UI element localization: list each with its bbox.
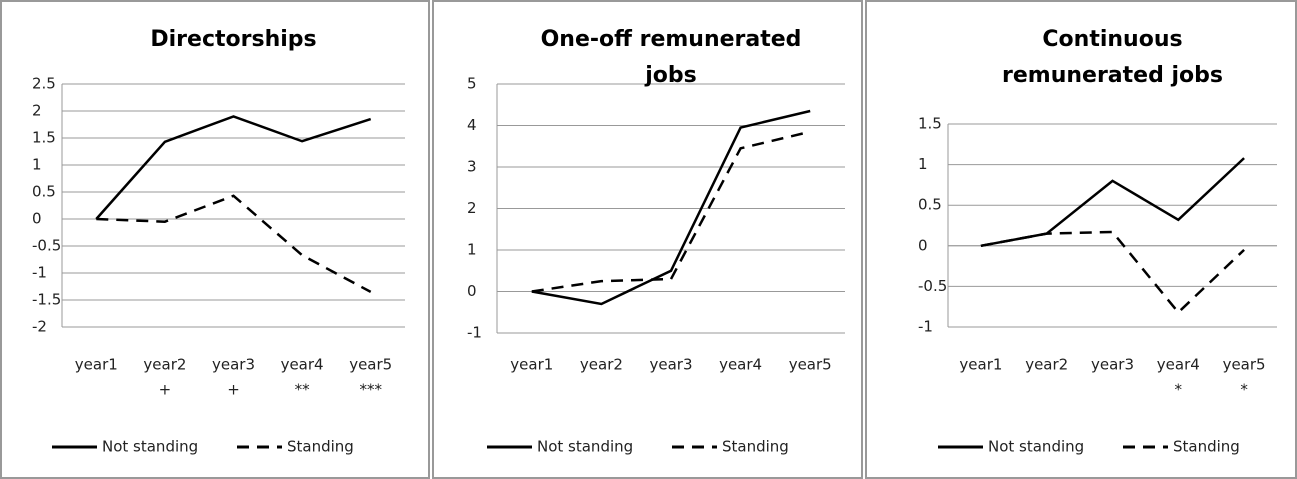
y-tick-label: 1 <box>467 241 477 259</box>
legend-label: Not standing <box>537 438 633 456</box>
x-tick-label: year5 <box>1223 356 1266 374</box>
significance-label: * <box>1175 381 1183 399</box>
x-tick-label: year2 <box>143 356 186 374</box>
legend-label: Not standing <box>988 438 1084 456</box>
y-tick-label: 0.5 <box>32 183 56 201</box>
y-tick-label: 3 <box>467 158 477 176</box>
x-tick-label: year3 <box>649 356 692 374</box>
chart-title: Continuous remunerated jobs <box>1002 27 1223 88</box>
x-tick-label: year2 <box>580 356 623 374</box>
x-tick-label: year1 <box>75 356 118 374</box>
y-tick-label: 0 <box>32 210 42 228</box>
legend-label: Standing <box>722 438 789 456</box>
y-tick-label: -2 <box>32 318 47 336</box>
y-tick-label: 5 <box>467 75 477 93</box>
x-tick-label: year5 <box>789 356 832 374</box>
panel-border <box>865 0 1297 479</box>
y-tick-label: -1 <box>467 324 482 342</box>
y-tick-label: 1.5 <box>32 129 56 147</box>
panel-border <box>0 0 430 479</box>
significance-label: + <box>227 381 240 399</box>
series-line <box>980 230 1245 315</box>
y-tick-label: 1.5 <box>918 115 942 133</box>
y-tick-label: 2 <box>32 102 42 120</box>
x-tick-label: year3 <box>1091 356 1134 374</box>
y-tick-label: 0 <box>467 282 477 300</box>
series-line <box>980 157 1245 248</box>
y-tick-label: 1 <box>32 156 42 174</box>
significance-label: ** <box>295 381 311 399</box>
y-tick-label: 0 <box>918 236 928 254</box>
x-tick-label: year4 <box>719 356 762 374</box>
y-tick-label: 1 <box>918 155 928 173</box>
y-tick-label: -1 <box>32 264 47 282</box>
series-line <box>95 115 372 220</box>
x-tick-label: year4 <box>281 356 324 374</box>
significance-label: + <box>159 381 172 399</box>
y-tick-label: -1.5 <box>32 291 61 309</box>
legend-label: Standing <box>287 438 354 456</box>
chart-title: Directorships <box>150 27 317 52</box>
y-tick-label: -0.5 <box>32 237 61 255</box>
y-tick-label: -1 <box>918 318 933 336</box>
y-tick-label: -0.5 <box>918 277 947 295</box>
y-tick-label: 2.5 <box>32 75 56 93</box>
chart-title: One-off remunerated jobs <box>540 27 802 88</box>
y-tick-label: 2 <box>467 199 477 217</box>
legend-label: Standing <box>1173 438 1240 456</box>
x-tick-label: year1 <box>959 356 1002 374</box>
series-line <box>531 130 811 293</box>
x-tick-label: year4 <box>1157 356 1200 374</box>
y-tick-label: 0.5 <box>918 196 942 214</box>
x-tick-label: year5 <box>349 356 392 374</box>
significance-label: * <box>1240 381 1248 399</box>
y-tick-label: 4 <box>467 116 477 134</box>
panel-border <box>432 0 863 479</box>
x-tick-label: year2 <box>1025 356 1068 374</box>
x-tick-label: year1 <box>510 356 553 374</box>
legend-label: Not standing <box>102 438 198 456</box>
significance-label: *** <box>359 381 382 399</box>
series-line <box>96 194 372 294</box>
series-line <box>531 109 811 306</box>
x-tick-label: year3 <box>212 356 255 374</box>
